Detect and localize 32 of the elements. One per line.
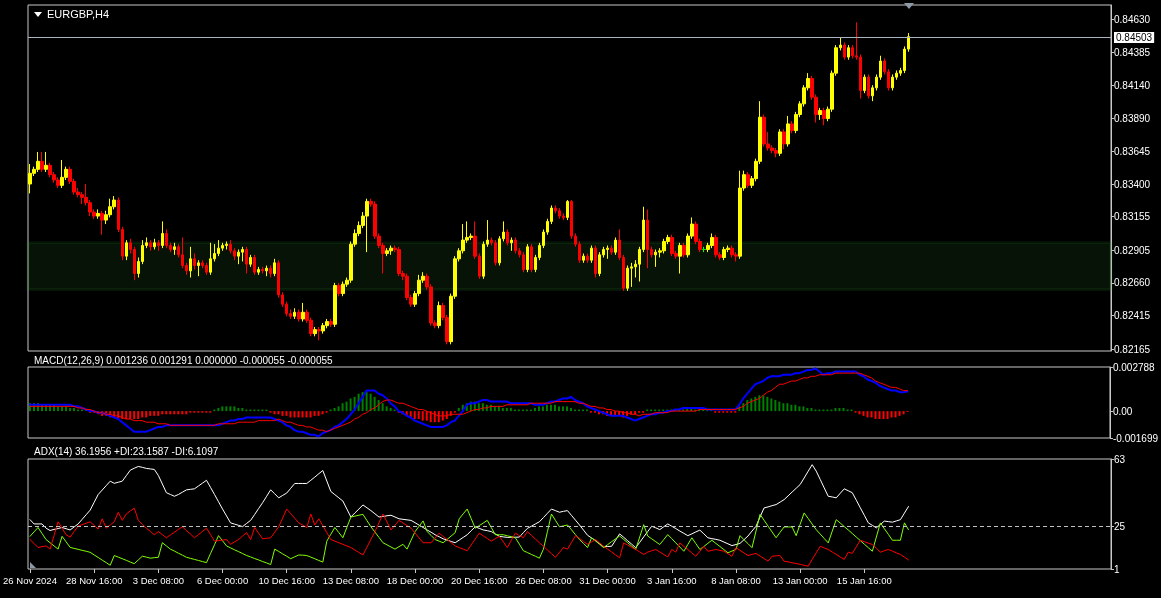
y-tick-label: 0.84630 xyxy=(1114,14,1151,26)
x-tick-label: 26 Nov 2024 xyxy=(3,574,57,586)
y-tick-label: 0.83890 xyxy=(1114,113,1151,125)
y-tick-label: 0.83400 xyxy=(1114,178,1151,190)
y-tick-label: 0.83155 xyxy=(1114,211,1151,223)
y-tick-label: 25 xyxy=(1114,520,1126,532)
chart-title: EURGBP,H4 xyxy=(47,7,110,20)
y-tick-label: 0.83645 xyxy=(1114,145,1151,157)
y-tick-label: 0.84385 xyxy=(1114,46,1151,58)
x-tick-label: 10 Dec 16:00 xyxy=(258,574,315,586)
x-tick-label: 18 Dec 00:00 xyxy=(386,574,444,586)
x-tick-label: 28 Nov 16:00 xyxy=(65,574,123,586)
chart-title: ADX(14) 36.1956 +DI:23.1587 -DI:6.1097 xyxy=(34,445,219,457)
y-tick-label: 1 xyxy=(1114,563,1120,575)
x-tick-label: 3 Dec 08:00 xyxy=(132,574,184,586)
x-tick-label: 8 Jan 08:00 xyxy=(711,574,761,586)
x-tick-label: 20 Dec 16:00 xyxy=(450,574,508,586)
x-tick-label: 3 Jan 16:00 xyxy=(646,574,697,586)
y-tick-label: 0.82660 xyxy=(1114,277,1151,289)
x-tick-label: 26 Dec 08:00 xyxy=(515,574,572,586)
y-tick-label: -0.001699 xyxy=(1112,432,1159,444)
y-tick-label: 0.82905 xyxy=(1114,244,1151,256)
y-tick-label: 0.82165 xyxy=(1114,343,1151,355)
y-tick-label: 0.84140 xyxy=(1114,79,1151,91)
x-tick-label: 15 Jan 16:00 xyxy=(836,574,892,586)
y-tick-label: 63 xyxy=(1114,453,1126,465)
y-tick-label: 0.82415 xyxy=(1114,310,1151,322)
x-tick-label: 6 Dec 00:00 xyxy=(196,574,249,586)
x-tick-label: 13 Jan 00:00 xyxy=(772,574,828,586)
ref-line-label: 0.84503 xyxy=(1116,32,1153,43)
x-tick-label: 13 Dec 08:00 xyxy=(322,574,380,586)
x-tick-label: 31 Dec 00:00 xyxy=(579,574,636,586)
